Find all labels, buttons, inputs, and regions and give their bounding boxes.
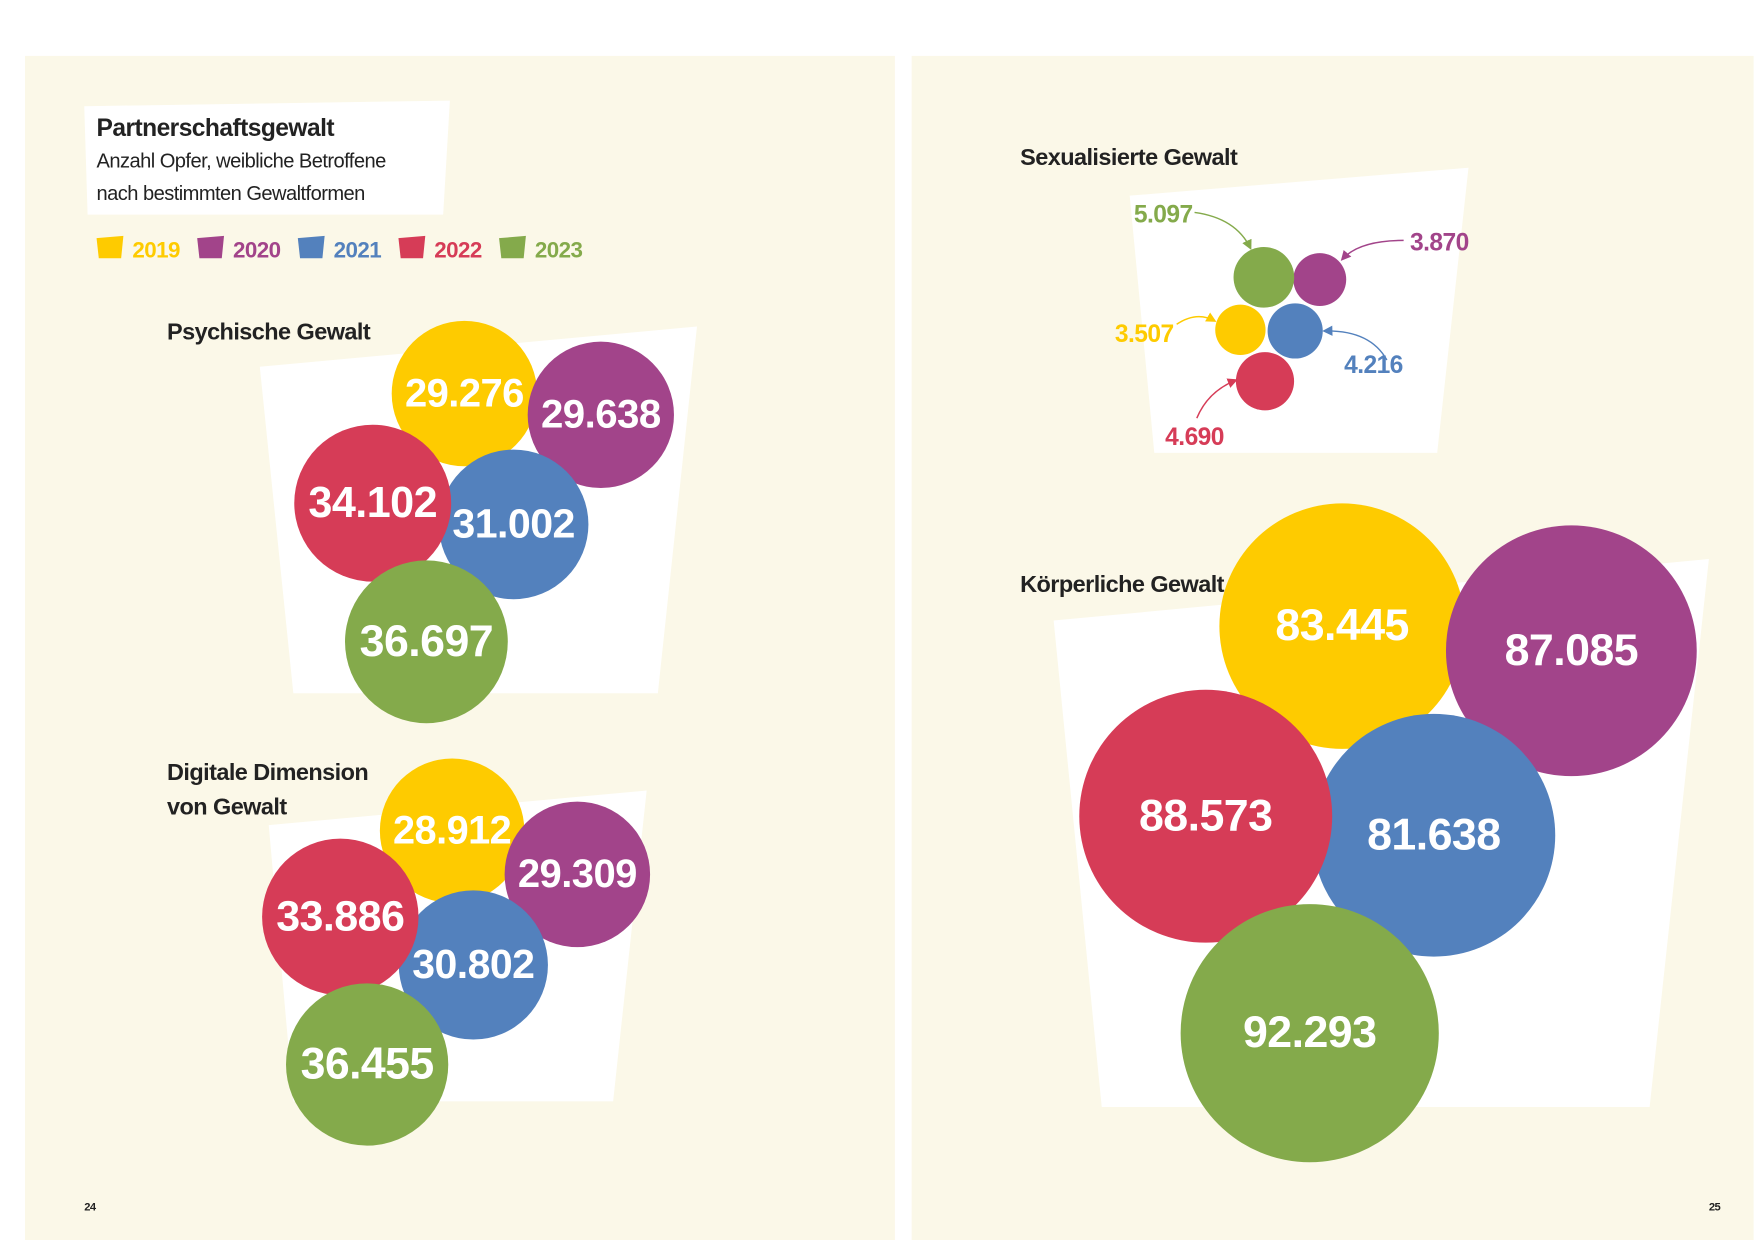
page-number: 25 (1709, 1202, 1721, 1214)
header-box (84, 100, 450, 215)
legend-swatch (398, 235, 426, 259)
value-label: 88.573 (1139, 791, 1272, 840)
bubble (345, 560, 508, 724)
bubble (294, 424, 452, 582)
bubble (1219, 503, 1465, 749)
bubble (438, 449, 589, 600)
value-label: 29.638 (541, 392, 661, 437)
chart-title: von Gewalt (167, 794, 287, 820)
chart-title: Sexualisierte Gewalt (1020, 144, 1238, 170)
bubble (398, 890, 548, 1040)
legend-label: 2020 (233, 237, 281, 262)
chart-title: Digitale Dimension (167, 759, 368, 785)
header-title: Partnerschaftsgewalt (97, 115, 335, 142)
arrow (1196, 378, 1238, 419)
value-label: 83.445 (1275, 601, 1408, 650)
value-label: 33.886 (276, 892, 404, 940)
header-subtitle: Anzahl Opfer, weibliche Betroffene (97, 150, 387, 172)
value-label: 30.802 (412, 941, 534, 987)
bubble (1293, 253, 1347, 306)
legend-swatch (96, 235, 124, 259)
chart-title: Körperliche Gewalt (1020, 571, 1225, 597)
bubble (1267, 303, 1323, 359)
bubble (391, 320, 538, 467)
value-label: 31.002 (452, 501, 574, 547)
legend-label: 2021 (334, 237, 382, 262)
value-label: 29.309 (518, 852, 637, 896)
bubble (286, 983, 449, 1146)
value-label: 3.870 (1410, 229, 1469, 256)
bubble (1233, 246, 1295, 308)
bubble (1235, 352, 1295, 411)
legend-swatch (499, 235, 526, 259)
value-label: 92.293 (1243, 1008, 1376, 1057)
header-subtitle: nach bestimmten Gewaltformen (97, 183, 365, 205)
bubble (504, 801, 651, 948)
legend-swatch (197, 235, 225, 259)
bubble (1215, 304, 1266, 356)
legend-swatch (297, 235, 325, 259)
bubble (262, 838, 419, 996)
legend-label: 2023 (535, 237, 583, 262)
value-label: 3.507 (1115, 321, 1174, 348)
value-label: 87.085 (1505, 626, 1638, 675)
arrow (1340, 239, 1404, 261)
bubble (1445, 525, 1697, 777)
arrow (1194, 211, 1252, 251)
value-label: 36.697 (360, 617, 493, 666)
bubble (1079, 689, 1333, 943)
value-label: 28.912 (393, 809, 511, 853)
bubble (379, 758, 525, 904)
bubble (527, 341, 674, 488)
arrow (1176, 312, 1217, 325)
arrow (1322, 325, 1388, 361)
value-label: 5.097 (1134, 201, 1193, 228)
bubble (1312, 713, 1556, 957)
page-number: 24 (84, 1202, 97, 1214)
chart-title: Psychische Gewalt (167, 318, 371, 344)
value-label: 4.690 (1165, 424, 1224, 451)
value-label: 29.276 (405, 371, 524, 415)
bubble (1180, 904, 1439, 1163)
legend-label: 2019 (132, 237, 180, 262)
legend-label: 2022 (434, 237, 482, 262)
value-label: 81.638 (1367, 810, 1500, 859)
value-label: 34.102 (308, 479, 437, 527)
value-label: 4.216 (1344, 352, 1403, 379)
value-label: 36.455 (301, 1039, 434, 1088)
